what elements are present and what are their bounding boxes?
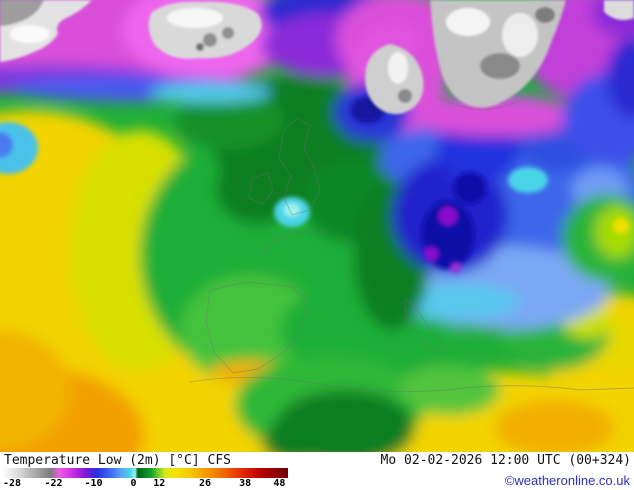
legend-tick: 12	[153, 478, 166, 489]
footer: Temperature Low (2m) [°C] CFS Mo 02-02-2…	[0, 452, 634, 490]
map-datetime: Mo 02-02-2026 12:00 UTC (00+324)	[380, 453, 631, 468]
legend-tick: 0	[130, 478, 137, 489]
legend-tick: 48	[273, 478, 286, 489]
temperature-field-details	[0, 97, 629, 273]
legend-ticks: -28 -22 -10 0 12 26 38 48	[2, 478, 288, 490]
legend-tick: -10	[84, 478, 103, 489]
map-area	[0, 0, 634, 452]
legend: -28 -22 -10 0 12 26 38 48	[2, 468, 288, 490]
temperature-map	[0, 0, 634, 452]
legend-tick: 38	[239, 478, 252, 489]
arctic-corner-landmass	[604, 0, 634, 20]
map-title: Temperature Low (2m) [°C] CFS	[4, 453, 231, 468]
legend-tick: -22	[44, 478, 63, 489]
coastlines	[189, 77, 634, 392]
legend-tick: 26	[199, 478, 212, 489]
frozen-landmasses	[0, 0, 634, 115]
copyright: ©weatheronline.co.uk	[504, 473, 630, 488]
legend-colorbar	[2, 468, 288, 478]
legend-tick: -28	[2, 478, 22, 489]
